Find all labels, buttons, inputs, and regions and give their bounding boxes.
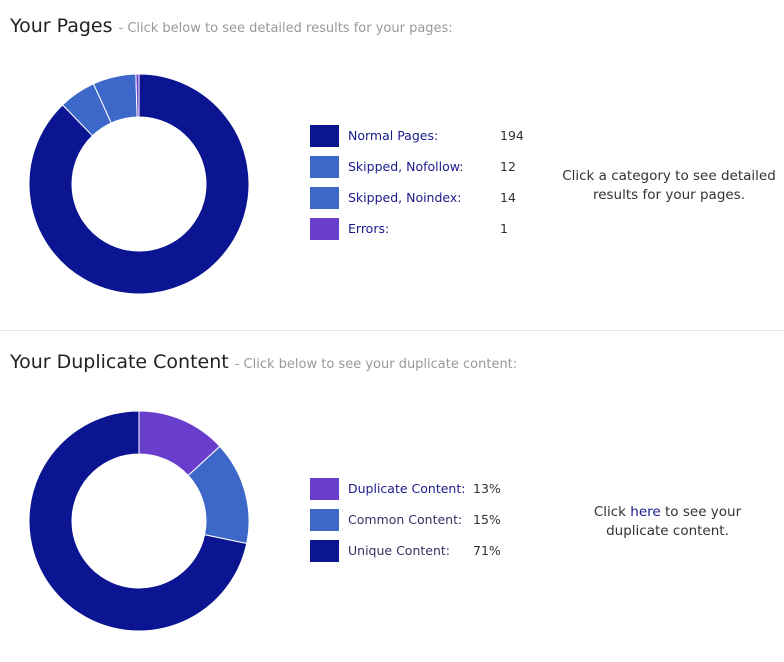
legend-swatch xyxy=(310,156,339,178)
donut-slice-unique-content[interactable] xyxy=(29,411,248,631)
duplicates-legend: Duplicate Content: 13% Common Content: 1… xyxy=(310,478,501,571)
legend-item-skipped-noindex[interactable]: Skipped, Noindex: 14 xyxy=(310,187,524,218)
legend-value: 13% xyxy=(473,481,501,496)
legend-swatch xyxy=(310,540,339,562)
legend-item-common-content: Common Content: 15% xyxy=(310,509,501,540)
duplicates-title: Your Duplicate Content xyxy=(10,351,229,373)
legend-item-duplicate-content[interactable]: Duplicate Content: 13% xyxy=(310,478,501,509)
donut-slice-normal-pages[interactable] xyxy=(29,74,249,294)
legend-value: 14 xyxy=(500,190,516,205)
legend-label: Common Content: xyxy=(348,512,463,527)
legend-item-normal-pages[interactable]: Normal Pages: 194 xyxy=(310,125,524,156)
legend-item-skipped-nofollow[interactable]: Skipped, Nofollow: 12 xyxy=(310,156,524,187)
legend-swatch xyxy=(310,125,339,147)
note-suffix: to see your duplicate content. xyxy=(606,504,742,539)
legend-label[interactable]: Skipped, Nofollow: xyxy=(348,159,464,174)
legend-item-unique-content: Unique Content: 71% xyxy=(310,540,501,571)
duplicates-here-link[interactable]: here xyxy=(630,504,661,520)
duplicates-section: Your Duplicate Content - Click below to s… xyxy=(0,330,784,662)
pages-section: Your Pages - Click below to see detailed … xyxy=(0,0,784,330)
pages-subtitle: - Click below to see detailed results fo… xyxy=(118,21,453,36)
duplicates-note: Click here to see your duplicate content… xyxy=(565,503,770,541)
legend-value: 1 xyxy=(500,221,508,236)
pages-heading: Your Pages - Click below to see detailed … xyxy=(10,15,453,37)
legend-swatch xyxy=(310,509,339,531)
legend-swatch xyxy=(310,187,339,209)
pages-legend: Normal Pages: 194 Skipped, Nofollow: 12 … xyxy=(310,125,524,249)
legend-label: Unique Content: xyxy=(348,543,450,558)
legend-label[interactable]: Skipped, Noindex: xyxy=(348,190,462,205)
legend-label[interactable]: Normal Pages: xyxy=(348,128,439,143)
legend-swatch xyxy=(310,218,339,240)
legend-label[interactable]: Duplicate Content: xyxy=(348,481,466,496)
legend-value: 15% xyxy=(473,512,501,527)
legend-swatch xyxy=(310,478,339,500)
duplicates-heading: Your Duplicate Content - Click below to s… xyxy=(10,351,517,373)
donut-slice-errors[interactable] xyxy=(135,74,140,118)
pages-note: Click a category to see detailed results… xyxy=(562,168,776,203)
legend-item-errors[interactable]: Errors: 1 xyxy=(310,218,524,249)
pages-title: Your Pages xyxy=(10,15,113,37)
note-prefix: Click xyxy=(593,504,626,520)
legend-value: 194 xyxy=(500,128,524,143)
legend-value: 12 xyxy=(500,159,516,174)
pages-donut-chart xyxy=(29,74,249,294)
legend-value: 71% xyxy=(473,543,501,558)
duplicates-donut-chart xyxy=(29,411,249,631)
duplicates-subtitle: - Click below to see your duplicate cont… xyxy=(234,357,518,372)
legend-label[interactable]: Errors: xyxy=(348,221,390,236)
